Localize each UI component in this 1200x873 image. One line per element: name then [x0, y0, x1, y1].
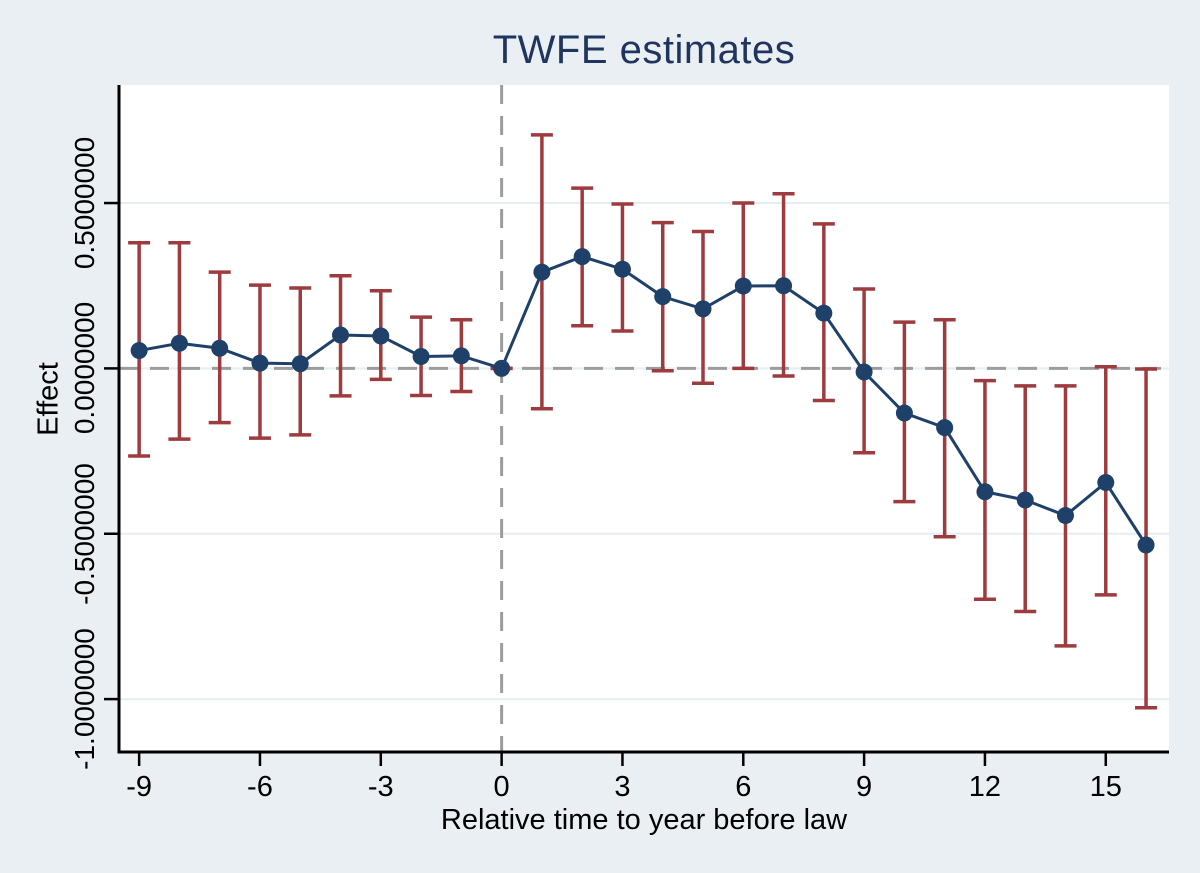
y-tick-label: -1.0000000: [69, 628, 100, 770]
estimate-marker: [775, 277, 793, 295]
estimate-marker: [372, 327, 390, 345]
estimate-marker: [895, 404, 913, 422]
chart-title: TWFE estimates: [492, 28, 796, 72]
x-tick-label: -9: [126, 771, 153, 803]
estimate-marker: [291, 355, 309, 373]
estimate-marker: [1097, 473, 1115, 491]
y-axis-title: Effect: [32, 362, 65, 436]
estimate-marker: [412, 347, 430, 365]
x-tick-label: 3: [614, 771, 631, 803]
estimate-marker: [251, 354, 269, 372]
estimate-marker: [734, 277, 752, 295]
estimate-marker: [1056, 507, 1074, 525]
y-tick-label: 0.5000000: [69, 136, 100, 270]
estimate-marker: [533, 263, 551, 281]
x-axis-title: Relative time to year before law: [440, 804, 848, 836]
y-tick-label: 0.0000000: [69, 302, 100, 435]
estimate-marker: [936, 419, 954, 437]
estimate-marker: [694, 300, 712, 318]
estimate-marker: [130, 342, 148, 360]
estimate-marker: [1137, 536, 1155, 554]
estimate-marker: [654, 288, 672, 306]
plot-area: [119, 85, 1169, 752]
estimate-marker: [1016, 491, 1034, 509]
x-tick-label: 6: [735, 771, 752, 803]
estimate-marker: [976, 483, 994, 501]
estimate-marker: [493, 359, 511, 377]
y-tick-label: -0.5000000: [69, 462, 100, 605]
estimate-marker: [211, 339, 229, 357]
estimate-marker: [613, 260, 631, 278]
x-tick-label: -3: [367, 771, 394, 803]
x-tick-label: 0: [493, 771, 510, 803]
estimate-marker: [815, 304, 833, 322]
x-tick-label: 9: [856, 771, 873, 803]
estimate-marker: [332, 326, 350, 344]
estimate-marker: [170, 334, 188, 352]
estimate-marker: [452, 347, 470, 365]
estimate-marker: [573, 248, 591, 266]
x-tick-label: 15: [1089, 771, 1122, 803]
estimate-marker: [855, 363, 873, 381]
x-tick-label: 12: [968, 771, 1002, 803]
x-tick-label: -6: [247, 771, 273, 803]
